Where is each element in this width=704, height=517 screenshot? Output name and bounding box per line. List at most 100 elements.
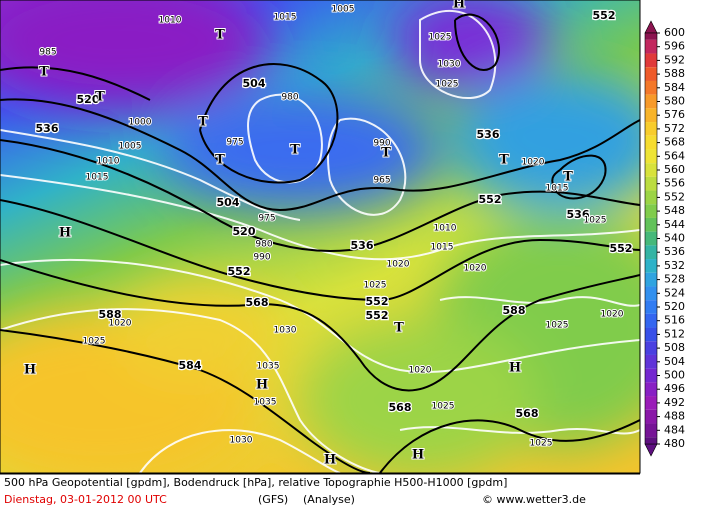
colorbar-label: 488 — [664, 410, 685, 423]
geopotential-lines — [0, 13, 640, 473]
pressure-label: 1025 — [429, 33, 452, 43]
geopotential-label: 536 — [351, 239, 374, 252]
pressure-label: 1020 — [464, 264, 487, 274]
colorbar-label: 596 — [664, 40, 685, 53]
colorbar-label: 536 — [664, 245, 685, 258]
geopotential-label: 568 — [389, 401, 412, 414]
geopotential-label: 568 — [246, 296, 269, 309]
geopotential-label: 584 — [179, 359, 202, 372]
pressure-label: 1025 — [584, 216, 607, 226]
geopotential-label: 552 — [366, 309, 389, 322]
colorbar-label: 544 — [664, 218, 685, 231]
geopotential-label: 536 — [36, 122, 59, 135]
geopotential-label: 588 — [503, 304, 526, 317]
pressure-label: 1030 — [230, 436, 253, 446]
colorbar-label: 512 — [664, 327, 685, 340]
pressure-label: 1030 — [438, 60, 461, 70]
pressure-label: 1025 — [83, 337, 106, 347]
footer-title: 500 hPa Geopotential [gpdm], Bodendruck … — [4, 476, 507, 489]
pressure-center: T — [381, 146, 391, 161]
colorbar-label: 576 — [664, 108, 685, 121]
colorbar-cell — [645, 259, 657, 273]
colorbar-label: 480 — [664, 437, 685, 450]
pressure-label: 1010 — [434, 224, 457, 234]
colorbar-cell — [645, 245, 657, 260]
pressure-label: 980 — [255, 240, 272, 250]
pressure-label: 1005 — [332, 5, 355, 15]
colorbar-cell — [645, 190, 657, 205]
map-frame — [0, 0, 641, 474]
colorbar-label: 560 — [664, 163, 685, 176]
colorbar-label: 568 — [664, 136, 685, 149]
pressure-label: 1020 — [601, 310, 624, 320]
map-labels: 5205365045045205525685885845365525525365… — [23, 0, 634, 469]
pressure-label: 1015 — [274, 13, 297, 23]
colorbar-cell — [645, 163, 657, 177]
colorbar-cell — [645, 272, 657, 287]
pressure-label: 1030 — [274, 326, 297, 336]
colorbar-cell — [645, 423, 657, 438]
footer-date: Dienstag, 03-01-2012 00 UTC — [4, 493, 167, 506]
colorbar-label: 524 — [664, 286, 685, 299]
geopotential-label: 536 — [477, 128, 500, 141]
pressure-label: 1035 — [254, 398, 277, 408]
colorbar-cell — [645, 313, 657, 328]
colorbar: 6005965925885845805765725685645605565525… — [644, 20, 685, 457]
colorbar-label: 484 — [664, 423, 685, 436]
geopotential-label: 504 — [217, 196, 240, 209]
pressure-center: H — [59, 226, 71, 241]
colorbar-cell — [645, 108, 657, 123]
colorbar-cell — [645, 149, 657, 164]
geopotential-label: 568 — [516, 407, 539, 420]
colorbar-cell — [645, 67, 657, 81]
colorbar-cell — [645, 39, 657, 54]
colorbar-cell — [645, 217, 657, 232]
colorbar-cell — [645, 135, 657, 150]
colorbar-cell — [645, 80, 657, 95]
pressure-label: 975 — [258, 214, 275, 224]
pressure-label: 1015 — [431, 243, 454, 253]
colorbar-cell — [645, 368, 657, 383]
colorbar-label: 572 — [664, 122, 685, 135]
pressure-label: 1025 — [436, 80, 459, 90]
pressure-label: 1015 — [546, 184, 569, 194]
pressure-label: 975 — [226, 138, 243, 148]
colorbar-cell — [645, 204, 657, 218]
colorbar-label: 532 — [664, 259, 685, 272]
pressure-label: 990 — [253, 253, 270, 263]
pressure-label: 1015 — [86, 173, 109, 183]
geopotential-label: 588 — [99, 308, 122, 321]
colorbar-cell — [645, 341, 657, 355]
geopotential-label: 552 — [593, 9, 616, 22]
colorbar-label: 580 — [664, 95, 685, 108]
colorbar-label: 492 — [664, 396, 685, 409]
colorbar-label: 584 — [664, 81, 685, 94]
footer-run: (Analyse) — [303, 493, 355, 506]
pressure-label: 1035 — [257, 362, 280, 372]
pressure-center: T — [39, 65, 49, 80]
colorbar-cell — [645, 396, 657, 410]
pressure-center: H — [256, 378, 268, 393]
colorbar-label: 552 — [664, 190, 685, 203]
pressure-label: 1025 — [546, 321, 569, 331]
colorbar-cell — [645, 94, 657, 109]
colorbar-label: 500 — [664, 369, 685, 382]
colorbar-label: 600 — [664, 26, 685, 39]
colorbar-cell — [645, 53, 657, 68]
pressure-label: 1020 — [409, 366, 432, 376]
colorbar-label: 528 — [664, 273, 685, 286]
pressure-center: H — [453, 0, 465, 12]
colorbar-arrow — [644, 20, 658, 34]
colorbar-cell — [645, 437, 657, 444]
colorbar-label: 504 — [664, 355, 685, 368]
pressure-center: H — [24, 363, 36, 378]
pressure-label: 985 — [39, 48, 56, 58]
geopotential-label: 552 — [228, 265, 251, 278]
geopotential-label: 520 — [233, 225, 256, 238]
colorbar-label: 516 — [664, 314, 685, 327]
pressure-label: 990 — [373, 139, 390, 149]
pressure-label: 1010 — [159, 16, 182, 26]
colorbar-cell — [645, 354, 657, 369]
colorbar-label: 520 — [664, 300, 685, 313]
